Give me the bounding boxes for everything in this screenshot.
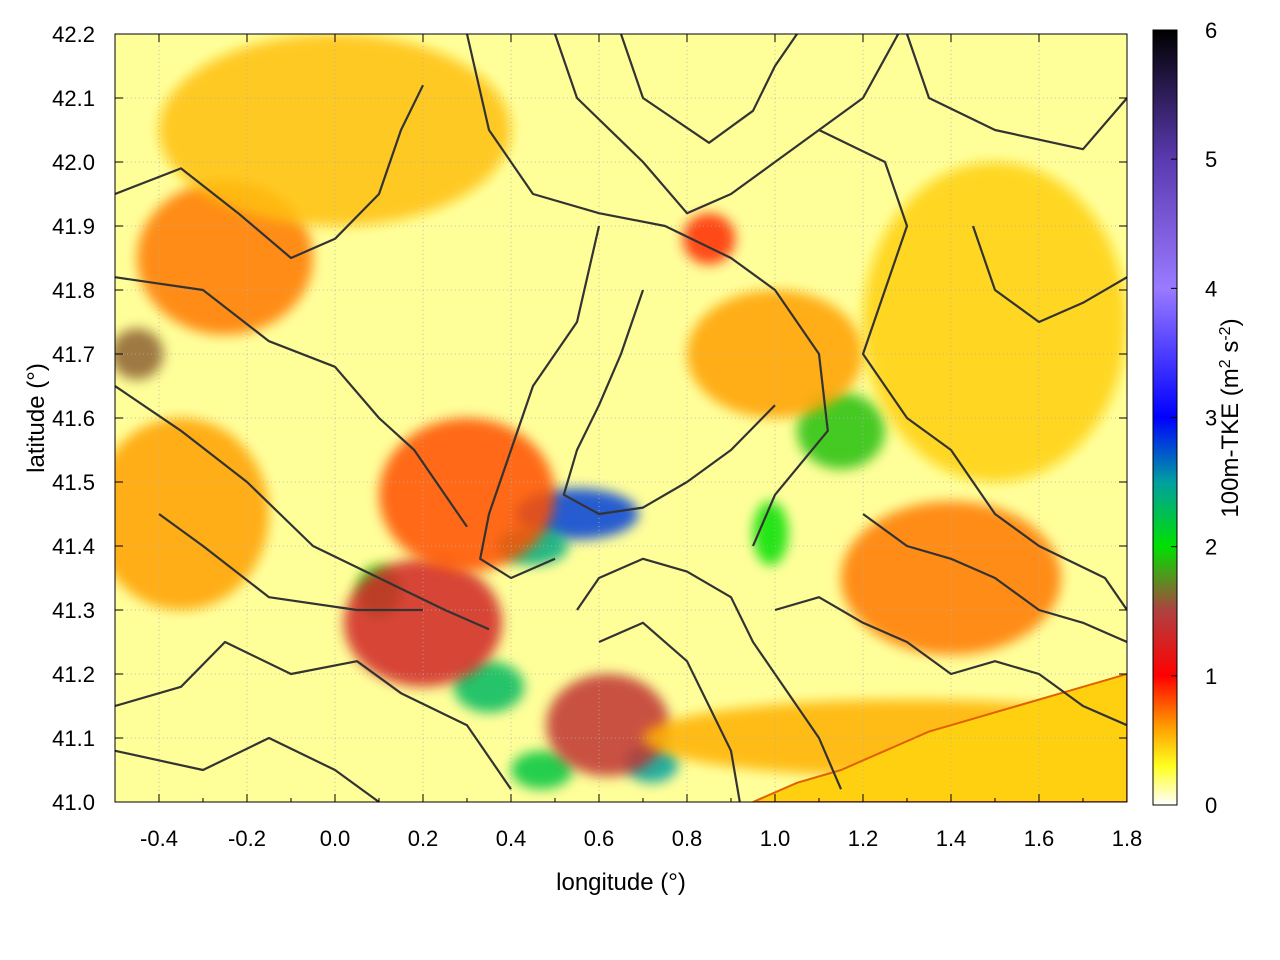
x-tick-label: 1.8 — [1112, 826, 1143, 851]
y-tick-label: 42.2 — [52, 22, 95, 47]
x-tick-label: 0.2 — [408, 826, 439, 851]
contour-line — [465, 34, 829, 547]
y-axis: 41.0 41.1 41.2 41.3 41.4 41.5 41.6 41.7 41.8 41.9… — [52, 22, 1127, 815]
y-tick-label: 41.9 — [52, 214, 95, 239]
colorbar-title: 100m-TKE (m2 s-2) — [1217, 318, 1245, 517]
x-tick-label: -0.4 — [140, 826, 178, 851]
colorbar-tick-label: 2 — [1205, 535, 1217, 560]
contour-line — [479, 225, 601, 580]
y-axis-title: latitude (°) — [23, 363, 50, 473]
y-tick-label: 41.7 — [52, 342, 95, 367]
contour-line — [115, 736, 380, 802]
y-tick-label: 41.2 — [52, 662, 95, 687]
x-tick-label: 0.4 — [496, 826, 527, 851]
tke-region — [137, 181, 313, 335]
colorbar: 0 1 2 3 4 5 6 100m-TKE (m2 s-2) — [1152, 18, 1245, 818]
colorbar-tick-label: 3 — [1205, 406, 1217, 431]
contour-line — [576, 557, 843, 790]
contour-line — [115, 276, 468, 528]
x-axis: -0.4 -0.2 0.0 0.2 0.4 0.6 0.8 1.0 1.2 1.4 1.6 1.8 — [114, 34, 1143, 851]
x-tick-label: 1.2 — [848, 826, 879, 851]
y-tick-label: 41.3 — [52, 598, 95, 623]
contour-line — [115, 385, 490, 631]
tke-region — [379, 418, 555, 572]
y-tick-label: 41.0 — [52, 790, 95, 815]
contour-line — [115, 640, 512, 790]
tke-region — [115, 418, 269, 610]
y-tick-label: 41.4 — [52, 534, 95, 559]
terrain-contours — [115, 34, 1127, 802]
x-axis-title: longitude (°) — [556, 869, 686, 896]
x-tick-label: 1.6 — [1024, 826, 1055, 851]
colorbar-tick-label: 6 — [1205, 18, 1217, 43]
tke-region — [753, 501, 789, 566]
colorbar-tick-label: 5 — [1205, 147, 1217, 172]
tke-region — [863, 162, 1127, 482]
contour-line — [562, 289, 776, 516]
y-tick-label: 42.0 — [52, 150, 95, 175]
contour-line — [862, 513, 1127, 644]
y-tick-label: 42.1 — [52, 86, 95, 111]
contour-line — [158, 513, 423, 612]
x-tick-label: 0.6 — [584, 826, 615, 851]
grid-lines — [115, 34, 1127, 802]
contour-line — [774, 596, 1127, 727]
y-tick-label: 41.5 — [52, 470, 95, 495]
x-tick-label: 0.8 — [672, 826, 703, 851]
x-tick-label: 1.0 — [760, 826, 791, 851]
x-tick-label: 0.0 — [320, 826, 351, 851]
contour-line — [818, 129, 1127, 611]
contour-line — [598, 621, 741, 802]
colorbar-ticks: 0 1 2 3 4 5 6 — [1171, 18, 1217, 818]
plot-area: -0.4 -0.2 0.0 0.2 0.4 0.6 0.8 1.0 1.2 1.4 1.6 1.8 4… — [52, 22, 1143, 851]
tke-region — [511, 750, 573, 790]
colorbar-tick-label: 4 — [1205, 276, 1217, 301]
colorbar-tick-label: 0 — [1205, 793, 1217, 818]
colorbar-tick-label: 1 — [1205, 664, 1217, 689]
x-tick-label: -0.2 — [228, 826, 266, 851]
contour-line — [971, 225, 1127, 324]
contour-line — [553, 34, 900, 215]
contour-line — [115, 84, 424, 260]
x-tick-label: 1.4 — [936, 826, 967, 851]
contour-line — [905, 34, 1127, 151]
y-tick-label: 41.6 — [52, 406, 95, 431]
contour-line — [619, 34, 798, 144]
y-tick-label: 41.1 — [52, 726, 95, 751]
y-tick-label: 41.8 — [52, 278, 95, 303]
tke-region — [546, 674, 670, 777]
